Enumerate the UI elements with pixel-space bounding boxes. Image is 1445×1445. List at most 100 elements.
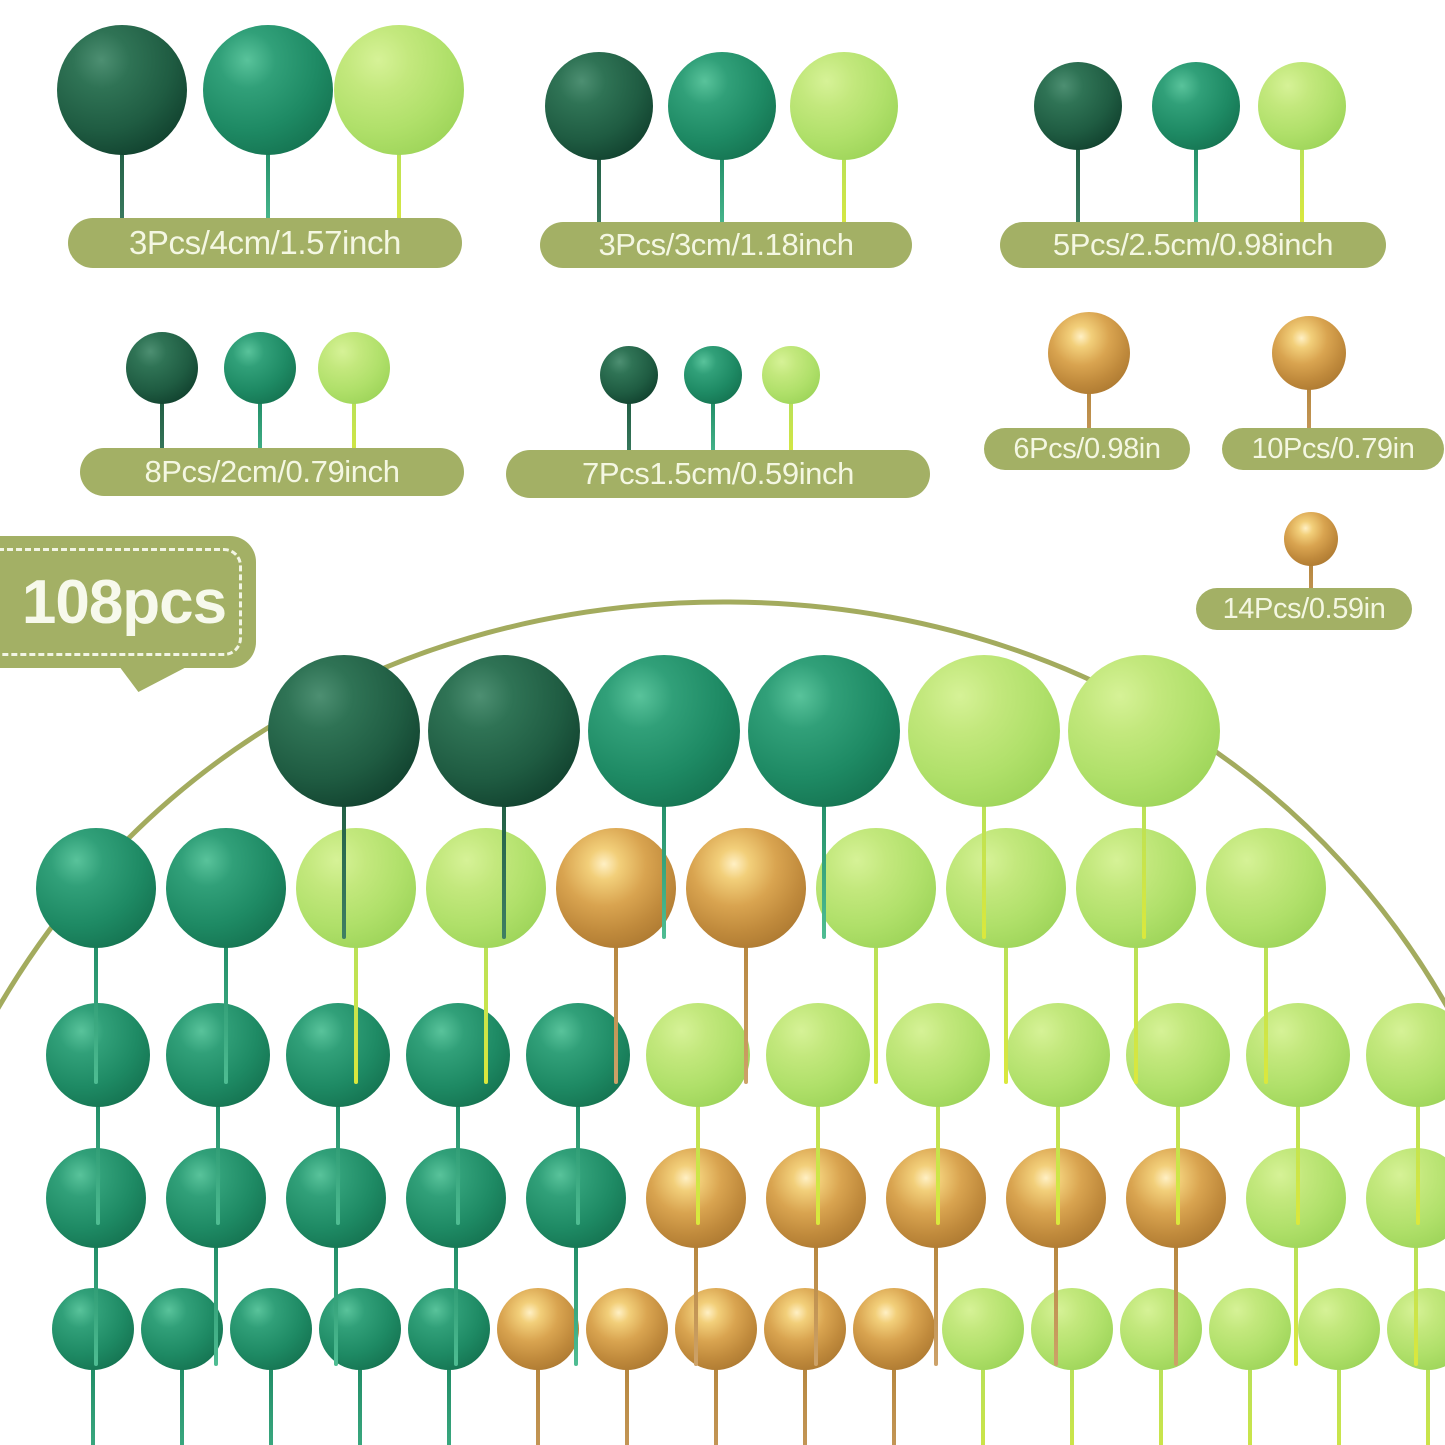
pick-ball-light (1031, 1288, 1113, 1370)
pick-stem (342, 788, 346, 939)
pick-ball-mid (203, 25, 333, 155)
pick-ball-mid (286, 1003, 390, 1107)
grid-ball-row-bottom-7 (675, 1288, 757, 1445)
pick-ball-mid (748, 655, 900, 807)
grid-ball-row-bottom-13 (1209, 1288, 1291, 1445)
pick-stem (1194, 139, 1198, 228)
pick-ball-light (766, 1003, 870, 1107)
pick-stem (447, 1360, 451, 1445)
pick-stem (94, 1236, 98, 1366)
pick-stem (816, 1094, 820, 1225)
sample-ball-g5-0 (600, 346, 658, 474)
size-pill-g1: 3Pcs/4cm/1.57inch (68, 218, 462, 268)
sample-ball-g5-1 (684, 346, 742, 474)
pick-ball-light (886, 1003, 990, 1107)
pick-ball-dark (600, 346, 658, 404)
pick-ball-dark (268, 655, 420, 807)
pick-stem (536, 1360, 540, 1445)
sample-ball-g6-0 (1048, 312, 1130, 480)
pick-stem (269, 1360, 273, 1445)
grid-ball-row-three-8 (1006, 1003, 1110, 1237)
pick-stem (1414, 1236, 1418, 1366)
pick-ball-mid (1152, 62, 1240, 150)
pick-stem (711, 397, 715, 468)
pick-stem (1054, 1236, 1058, 1366)
pick-stem (842, 147, 846, 240)
pick-ball-dark (545, 52, 653, 160)
sample-ball-g1-2 (334, 25, 464, 250)
pick-ball-mid (684, 346, 742, 404)
sample-ball-g4-2 (318, 332, 390, 482)
sample-ball-g1-1 (203, 25, 333, 250)
pick-stem (1070, 1360, 1074, 1445)
pick-stem (91, 1360, 95, 1445)
pick-stem (1294, 1236, 1298, 1366)
sample-ball-g2-0 (545, 52, 653, 252)
pick-stem (981, 1360, 985, 1445)
pick-ball-light (318, 332, 390, 404)
sample-ball-g3-2 (1258, 62, 1346, 238)
total-count-badge: 108pcs (0, 536, 256, 692)
pick-stem (934, 1236, 938, 1366)
pick-ball-light (1126, 1003, 1230, 1107)
grid-ball-row-bottom-3 (319, 1288, 401, 1445)
pick-stem (936, 1094, 940, 1225)
pick-stem (336, 1094, 340, 1225)
pick-stem (216, 1094, 220, 1225)
pick-stem (789, 397, 793, 468)
badge-dashed-border (0, 548, 242, 656)
pick-stem (502, 788, 506, 939)
pick-ball-light (762, 346, 820, 404)
pick-ball-mid (46, 1003, 150, 1107)
pick-stem (1300, 139, 1304, 228)
pick-ball-mid (224, 332, 296, 404)
grid-ball-row-three-5 (646, 1003, 750, 1237)
pick-stem (397, 139, 401, 235)
pick-stem (1174, 1236, 1178, 1366)
pick-stem (96, 1094, 100, 1225)
pick-stem (214, 1236, 218, 1366)
grid-ball-row-large-0 (268, 655, 420, 957)
pick-ball-mid (36, 828, 156, 948)
pick-ball-light (1209, 1288, 1291, 1370)
grid-ball-row-large-5 (1068, 655, 1220, 957)
pick-ball-mid (166, 1003, 270, 1107)
pick-ball-gold (586, 1288, 668, 1370)
pick-stem (120, 139, 124, 235)
pick-stem (334, 1236, 338, 1366)
pick-stem (597, 147, 601, 240)
pick-stem (720, 147, 724, 240)
pick-ball-dark (57, 25, 187, 155)
badge-tail (116, 662, 196, 692)
grid-ball-row-three-7 (886, 1003, 990, 1237)
grid-ball-row-bottom-11 (1031, 1288, 1113, 1445)
size-pill-g4: 8Pcs/2cm/0.79inch (80, 448, 464, 496)
sample-ball-g7-0 (1272, 316, 1346, 472)
pick-stem (456, 1094, 460, 1225)
pick-ball-light (1366, 1148, 1445, 1248)
pick-stem (1248, 1360, 1252, 1445)
pick-stem (358, 1360, 362, 1445)
grid-ball-row-bottom-4 (408, 1288, 490, 1445)
pick-ball-gold (1048, 312, 1130, 394)
pick-stem (1337, 1360, 1341, 1445)
pick-stem (1307, 381, 1311, 464)
pick-ball-light (646, 1003, 750, 1107)
pick-ball-light (942, 1288, 1024, 1370)
pick-stem (352, 395, 356, 474)
pick-stem (814, 1236, 818, 1366)
grid-ball-row-three-6 (766, 1003, 870, 1237)
pick-ball-mid (668, 52, 776, 160)
pick-ball-dark (1034, 62, 1122, 150)
grid-ball-row-bottom-1 (141, 1288, 223, 1445)
pick-stem (576, 1094, 580, 1225)
pick-ball-mid (588, 655, 740, 807)
grid-ball-row-three-2 (286, 1003, 390, 1237)
pick-ball-light (1206, 828, 1326, 948)
size-pill-g6: 6Pcs/0.98in (984, 428, 1190, 470)
pick-ball-light (1006, 1003, 1110, 1107)
pick-stem (180, 1360, 184, 1445)
pick-stem (892, 1360, 896, 1445)
grid-ball-row-bottom-9 (853, 1288, 935, 1445)
size-pill-g2: 3Pcs/3cm/1.18inch (540, 222, 912, 268)
